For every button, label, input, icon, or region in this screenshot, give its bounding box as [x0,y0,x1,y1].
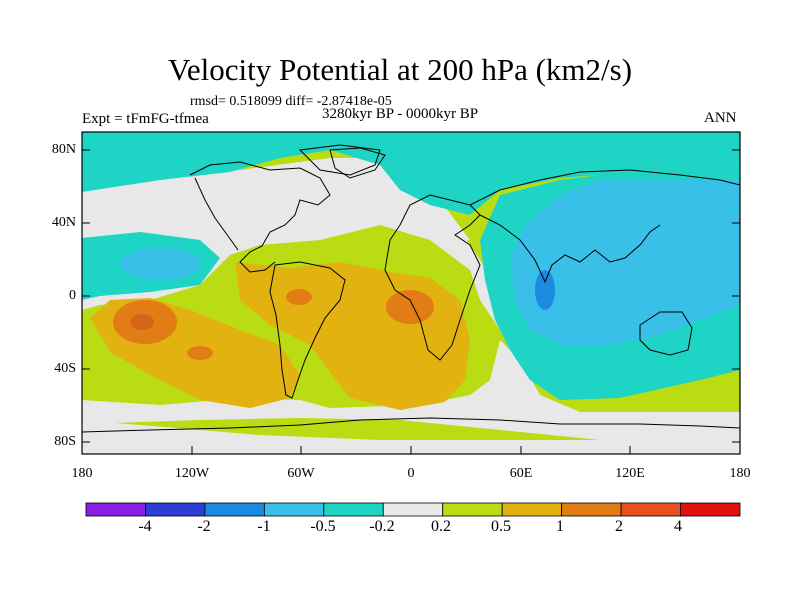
lon-label-0: 0 [407,466,415,481]
colorbar-swatch [442,502,503,517]
colorbar-swatch [323,502,384,517]
lon-label-120w: 120W [174,466,210,481]
colorbar-label: 0.2 [431,518,451,535]
colorbar-swatch [501,502,563,517]
colorbar-label: -1 [257,518,271,535]
colorbar-label: -4 [138,518,152,535]
season-label: ANN [704,110,737,126]
colorbar-swatch [145,502,206,517]
lat-label-40n: 40N [51,215,76,230]
lon-label-180e: 180 [729,466,751,481]
lat-ticks [82,149,740,443]
colorbar-label: -0.2 [369,518,395,535]
colorbar-swatch [382,502,444,517]
contour-field [82,132,740,454]
map-title: Velocity Potential at 200 hPa (km2/s) [167,52,633,87]
lat-label-80s: 80S [54,434,76,449]
stats-line: rmsd= 0.518099 diff= -2.87418e-05 [190,94,392,109]
colorbar [85,502,741,517]
colorbar-label: -2 [197,518,211,535]
lon-label-120e: 120E [615,466,645,481]
coastlines [82,144,740,433]
lon-label-60e: 60E [509,466,533,481]
lon-label-180w: 180 [71,466,93,481]
colorbar-swatch [85,502,146,517]
experiment-label: Expt = tFmFG-tfmea [82,111,209,127]
colorbar-label: 0.5 [491,518,511,535]
field-orange-pacific-small [187,346,213,360]
field-neutral-south [82,340,740,440]
lon-label-60w: 60W [287,466,315,481]
colorbar-swatch [620,502,681,517]
field-neutral-north [82,158,470,260]
colorbar-swatch [561,502,622,517]
field-teal-arctic [82,132,740,215]
lon-ticks [81,446,741,454]
field-blue-core [535,270,555,310]
field-red-orange-pacific [130,314,154,330]
colorbar-label: -0.5 [310,518,336,535]
colorbar-label: 2 [615,518,623,535]
colorbar-swatch [204,502,265,517]
lat-label-0: 0 [69,288,76,303]
colorbar-label: 4 [674,518,682,535]
colorbar-label: 1 [556,518,564,535]
colorbar-swatch [680,502,741,517]
colorbar-swatch [263,502,325,517]
field-orange-amazon [286,289,312,305]
time-period-label: 3280kyr BP - 0000kyr BP [322,106,479,122]
field-orange-africa [386,290,434,324]
field-light-blue-pacific [120,248,200,280]
lat-label-40s: 40S [54,361,76,376]
field-light-blue-asia [510,180,740,345]
lat-label-80n: 80N [51,142,76,157]
